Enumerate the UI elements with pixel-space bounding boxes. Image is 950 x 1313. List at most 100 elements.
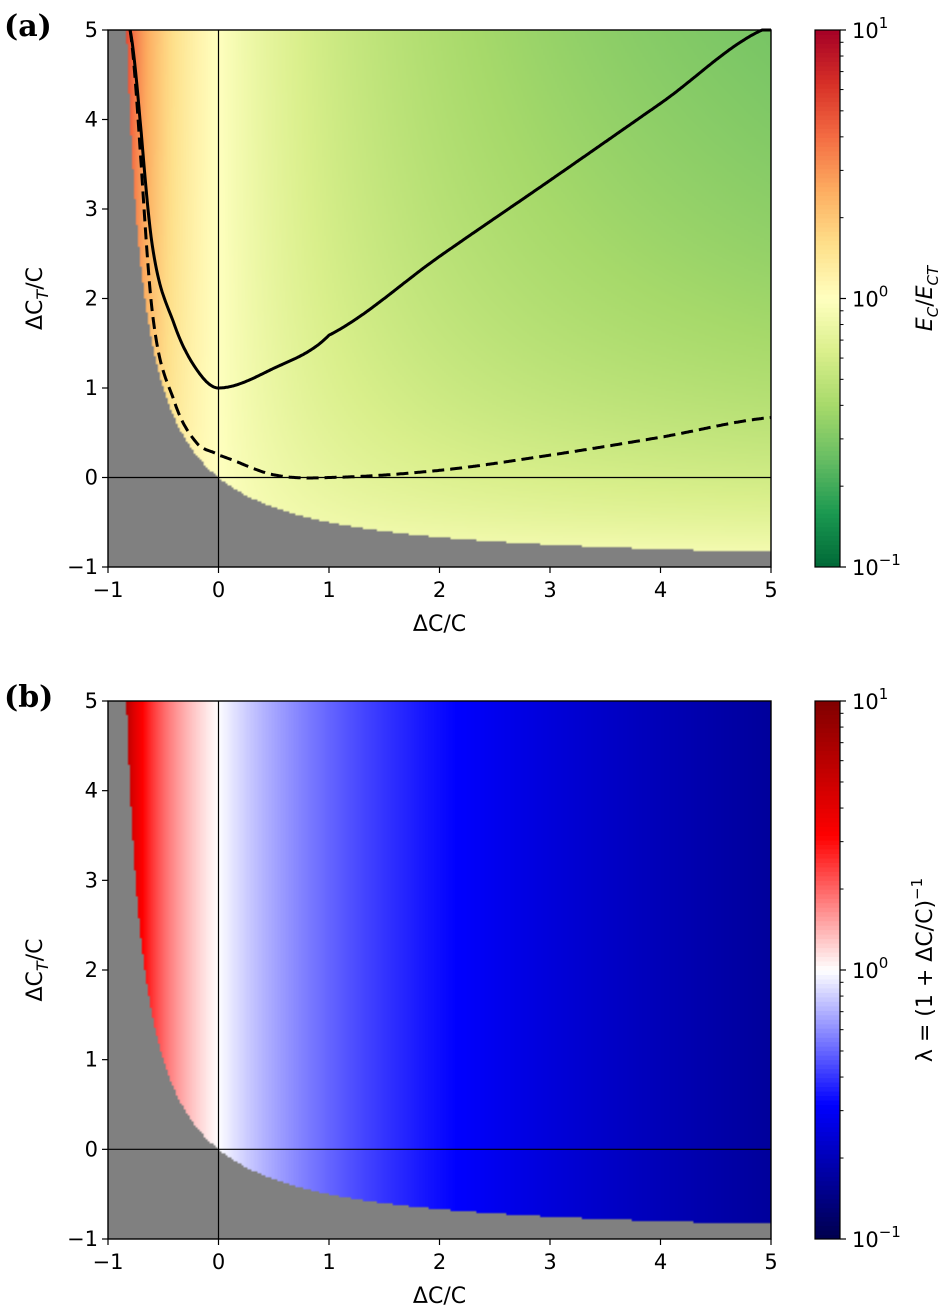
colorbar-segment [815,920,840,926]
colorbar-segment [815,1229,840,1236]
x-tick-label: 3 [543,578,556,602]
colorbar-segment [815,857,840,863]
colorbar-segment [815,1171,840,1177]
colorbar-segment [815,289,840,295]
colorbar-segment [815,150,840,156]
colorbar-segment [815,1059,840,1065]
colorbar-tick-base: 10 [852,690,879,714]
colorbar-segment [815,1077,840,1083]
panel-label: (a) [4,9,52,44]
colorbar-segment [815,60,840,67]
colorbar-segment [815,168,840,174]
colorbar-segment [815,195,840,201]
colorbar-label-den-sub: CT [924,264,942,285]
colorbar-segment [815,51,840,58]
colorbar-segment [815,266,840,273]
colorbar-segment [815,186,840,192]
colorbar-segment [815,298,840,304]
x-tick-label: 1 [322,1250,335,1274]
colorbar-segment [815,799,840,805]
colorbar-segment [815,132,840,138]
colorbar-segment [815,271,840,277]
colorbar-segment [815,1000,840,1007]
colorbar-segment [815,991,840,998]
colorbar-segment [815,253,840,259]
colorbar-segment [815,383,840,389]
colorbar-segment [815,933,840,940]
colorbar-tick-label: 101 [852,685,888,714]
colorbar-segment [815,378,840,385]
colorbar-segment [815,257,840,264]
colorbar-segment [815,758,840,765]
colorbar-segment [815,1180,840,1186]
colorbar-segment [815,929,840,935]
colorbar-segment [815,56,840,62]
y-tick-label: 2 [85,958,98,982]
colorbar-segment [815,324,840,331]
y-tick-label: −1 [67,1227,98,1251]
colorbar-segment [815,740,840,747]
colorbar-segment [815,494,840,501]
colorbar-segment [815,1072,840,1079]
colorbar-label-exponent: −1 [908,878,926,900]
colorbar-segment [815,190,840,197]
colorbar-segment [815,472,840,478]
colorbar-segment [815,391,840,398]
colorbar-segment [815,548,840,555]
colorbar-segment [815,356,840,362]
colorbar-segment [815,347,840,353]
y-axis-label-subscript: T [33,289,52,300]
colorbar-segment [815,110,840,116]
colorbar-segment [815,69,840,76]
colorbar-segment [815,248,840,255]
colorbar-segment [815,960,840,967]
colorbar-segment [815,1005,840,1011]
colorbar-tick-label: 100 [852,954,888,983]
colorbar-segment [815,785,840,792]
colorbar-segment [815,423,840,429]
colorbar-segment [815,530,840,537]
colorbar-segment [815,119,840,125]
colorbar-segment [815,924,840,931]
colorbar-label-num: E [913,317,938,331]
colorbar-segment [815,821,840,828]
x-tick-label: 2 [433,1250,446,1274]
colorbar-segment [815,526,840,532]
colorbar-segment [815,562,840,568]
colorbar-segment [815,938,840,944]
colorbar-segment [815,1198,840,1204]
colorbar-segment [815,906,840,913]
colorbar-segment [815,74,840,80]
colorbar-segment [815,982,840,989]
x-tick-label: 0 [212,1250,225,1274]
colorbar-segment [815,1050,840,1056]
colorbar-segment [815,1234,840,1240]
colorbar-segment [815,879,840,886]
colorbar-segment [815,1121,840,1128]
colorbar-segment [815,700,840,706]
colorbar-segment [815,342,840,349]
colorbar-segment [815,1045,840,1052]
y-tick-label: 1 [85,1048,98,1072]
colorbar-segment [815,315,840,322]
x-tick-label: 4 [654,1250,667,1274]
y-axis-label-main: ΔC [23,300,48,330]
colorbar-segment [815,1108,840,1114]
colorbar-segment [815,485,840,492]
colorbar-segment [815,718,840,724]
colorbar-segment [815,951,840,958]
colorbar-segment [815,141,840,147]
colorbar-segment [815,374,840,380]
colorbar-segment [815,1095,840,1101]
x-tick-label: 4 [654,578,667,602]
colorbar-label: λ = (1 + ΔC/C)−1 [908,878,938,1062]
colorbar-segment [815,736,840,742]
y-tick-label: 3 [85,868,98,892]
colorbar-segment [815,1139,840,1146]
dashed-contour-line [128,29,772,480]
colorbar-segment [815,400,840,407]
colorbar-segment [815,704,840,711]
colorbar-segment [815,29,840,35]
colorbar-tick-exponent: 0 [879,283,889,301]
